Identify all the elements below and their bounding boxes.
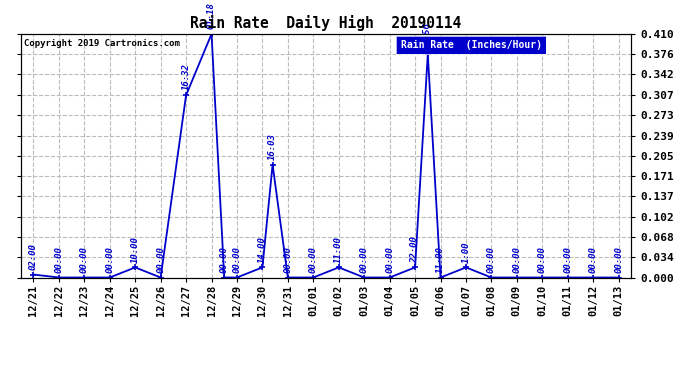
Text: 00:00: 00:00 xyxy=(80,246,89,273)
Text: 00:00: 00:00 xyxy=(284,246,293,273)
Text: 01:18: 01:18 xyxy=(207,2,216,29)
Text: Copyright 2019 Cartronics.com: Copyright 2019 Cartronics.com xyxy=(23,39,179,48)
Text: 00:00: 00:00 xyxy=(359,246,368,273)
Text: 00:00: 00:00 xyxy=(614,246,623,273)
Text: 11:00: 11:00 xyxy=(436,246,445,273)
Text: 00:00: 00:00 xyxy=(538,246,546,273)
Text: 00:00: 00:00 xyxy=(309,246,318,273)
Text: 00:00: 00:00 xyxy=(156,246,165,273)
Text: 22:00: 22:00 xyxy=(411,236,420,262)
Text: 00:00: 00:00 xyxy=(589,246,598,273)
Text: 00:00: 00:00 xyxy=(385,246,394,273)
Text: 00:00: 00:00 xyxy=(233,246,241,273)
Text: 11:00: 11:00 xyxy=(334,236,343,262)
Text: 1:00: 1:00 xyxy=(462,241,471,262)
Title: Rain Rate  Daily High  20190114: Rain Rate Daily High 20190114 xyxy=(190,15,462,31)
Text: 11:56: 11:56 xyxy=(423,22,433,50)
Text: 00:00: 00:00 xyxy=(55,246,63,273)
Text: 16:03: 16:03 xyxy=(268,133,277,160)
Text: 14:00: 14:00 xyxy=(258,236,267,262)
Text: 10:00: 10:00 xyxy=(130,236,139,262)
Text: 00:00: 00:00 xyxy=(563,246,572,273)
Text: 16:32: 16:32 xyxy=(181,63,190,90)
Text: 00:00: 00:00 xyxy=(219,246,229,273)
Text: 02:00: 02:00 xyxy=(29,243,38,270)
Text: 00:00: 00:00 xyxy=(513,246,522,273)
Text: 00:00: 00:00 xyxy=(487,246,496,273)
Text: 00:00: 00:00 xyxy=(106,246,115,273)
